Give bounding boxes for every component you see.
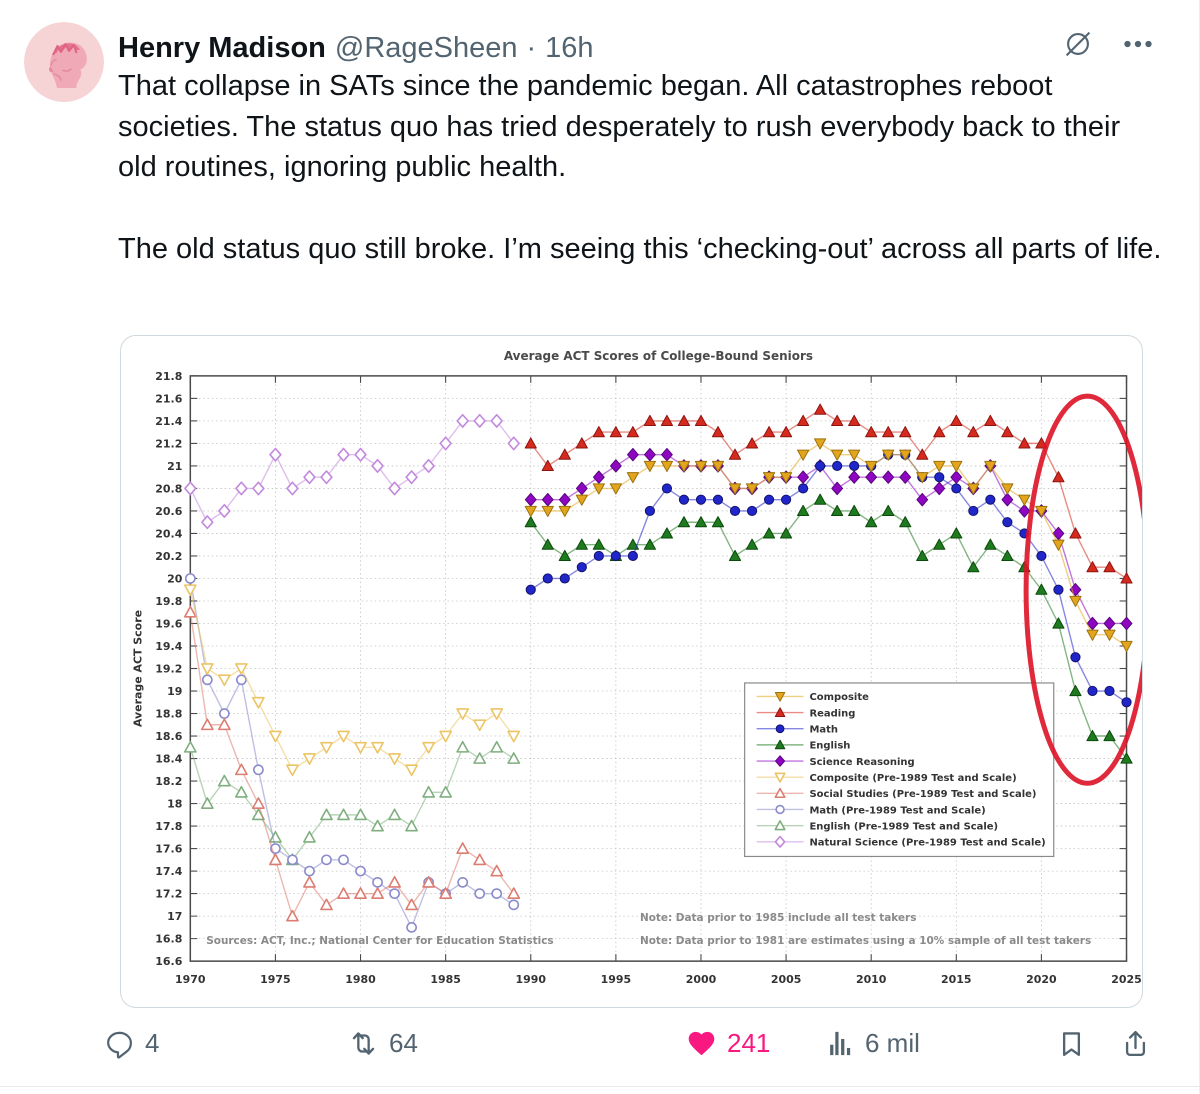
annotation-ellipse [1023,393,1142,786]
svg-text:21.6: 21.6 [155,392,182,405]
svg-text:18.6: 18.6 [155,730,182,743]
retweet-icon [352,1032,375,1055]
share-icon [1125,1030,1146,1057]
svg-text:18.8: 18.8 [155,708,182,721]
svg-text:English: English [809,741,850,752]
svg-text:Composite: Composite [809,692,869,703]
svg-text:21.2: 21.2 [155,437,182,450]
chart-note-2: Note: Data prior to 1981 are estimates u… [640,935,1091,947]
reply-button[interactable]: 4 [104,1028,159,1059]
svg-text:19.4: 19.4 [155,640,182,653]
svg-text:English (Pre-1989 Test and Sca: English (Pre-1989 Test and Scale) [809,821,998,832]
author-handle[interactable]: @RageSheen [334,31,518,64]
grok-icon[interactable] [1060,26,1096,62]
svg-text:17.4: 17.4 [155,865,182,878]
share-button[interactable] [1120,1028,1151,1059]
chart-note-1: Note: Data prior to 1985 include all tes… [640,912,916,924]
svg-text:19.8: 19.8 [155,595,182,608]
views-icon [830,1031,851,1056]
avatar[interactable] [24,22,104,102]
views-count: 6 mil [865,1028,920,1058]
header-icons [1060,26,1156,62]
svg-text:20: 20 [167,572,183,585]
divider [0,1086,1200,1087]
svg-text:1990: 1990 [516,973,547,986]
svg-text:17.8: 17.8 [155,820,182,833]
svg-text:Math: Math [809,725,838,736]
svg-text:2005: 2005 [771,973,801,986]
svg-text:19.2: 19.2 [155,662,182,675]
chart-ylabel: Average ACT Score [131,610,144,727]
svg-text:2015: 2015 [941,973,972,986]
svg-text:18: 18 [167,798,182,811]
svg-text:Science Reasoning: Science Reasoning [809,757,914,768]
bookmark-button[interactable] [1056,1028,1087,1059]
svg-text:Reading: Reading [809,708,855,719]
svg-text:19: 19 [167,685,182,698]
chart-sources: Sources: ACT, Inc.; National Center for … [206,935,553,947]
bookmark-icon [1062,1032,1081,1057]
svg-text:1985: 1985 [430,973,461,986]
svg-text:Social Studies (Pre-1989 Test: Social Studies (Pre-1989 Test and Scale) [809,789,1036,800]
svg-text:2010: 2010 [856,973,887,986]
svg-text:1980: 1980 [345,973,376,986]
svg-text:2020: 2020 [1026,973,1057,986]
reply-icon [107,1031,132,1059]
svg-text:21.8: 21.8 [155,370,182,383]
retweet-button[interactable]: 64 [348,1028,418,1059]
svg-text:16.8: 16.8 [155,933,182,946]
chart-media[interactable]: 16.6 16.8 17 17.2 17.4 17.6 17.8 18 18.2 18.4 18.6… [120,335,1143,1008]
retweet-count: 64 [389,1028,418,1058]
chart-axes: 16.6 16.8 17 17.2 17.4 17.6 17.8 18 18.2 18.4 18.6… [155,370,1141,986]
svg-text:Composite (Pre-1989 Test and S: Composite (Pre-1989 Test and Scale) [809,773,1016,784]
svg-text:21.4: 21.4 [155,415,182,428]
act-scores-chart-image: 16.6 16.8 17 17.2 17.4 17.6 17.8 18 18.2 18.4 18.6… [131,349,1142,986]
chart-title: Average ACT Scores of College-Bound Seni… [504,349,813,363]
tweet-text-paragraph-1: That collapse in SATs since the pandemic… [118,70,1121,183]
author-name[interactable]: Henry Madison [118,31,326,64]
heart-icon [688,1031,715,1056]
reply-count: 4 [145,1028,160,1058]
svg-text:20.8: 20.8 [155,482,182,495]
svg-text:20.2: 20.2 [155,550,182,563]
svg-text:1975: 1975 [260,973,291,986]
svg-text:18.4: 18.4 [155,753,182,766]
dot-separator: · [526,31,537,64]
tweet-body: That collapse in SATs since the pandemic… [118,66,1166,269]
chart-legend: Composite Reading Math English Science Reaso… [744,682,1055,858]
svg-text:19.6: 19.6 [155,617,182,630]
action-bar: 4 64 241 6 mil [0,1028,1200,1074]
timestamp[interactable]: 16h [545,31,594,64]
like-count: 241 [727,1028,771,1058]
svg-text:16.6: 16.6 [155,955,182,968]
svg-text:17.2: 17.2 [155,888,182,901]
svg-text:18.2: 18.2 [155,775,182,788]
svg-text:21: 21 [167,460,182,473]
like-button[interactable]: 241 [686,1028,770,1059]
more-icon[interactable] [1120,26,1156,62]
svg-text:17: 17 [167,910,182,923]
svg-text:1970: 1970 [175,973,206,986]
avatar-classical-bust-image [24,22,104,102]
tweet-text-paragraph-2: The old status quo still broke. I’m seei… [118,232,1162,265]
svg-text:Natural Science (Pre-1989 Test: Natural Science (Pre-1989 Test and Scale… [809,838,1045,849]
tweet-header: Henry Madison @RageSheen · 16h [118,28,594,68]
svg-text:2000: 2000 [686,973,717,986]
svg-text:Math (Pre-1989 Test and Scale): Math (Pre-1989 Test and Scale) [809,805,985,816]
svg-text:2025: 2025 [1111,973,1142,986]
svg-text:20.4: 20.4 [155,527,182,540]
svg-text:17.6: 17.6 [155,843,182,856]
svg-text:20.6: 20.6 [155,505,182,518]
svg-text:1995: 1995 [601,973,632,986]
views-button[interactable]: 6 mil [824,1028,920,1059]
